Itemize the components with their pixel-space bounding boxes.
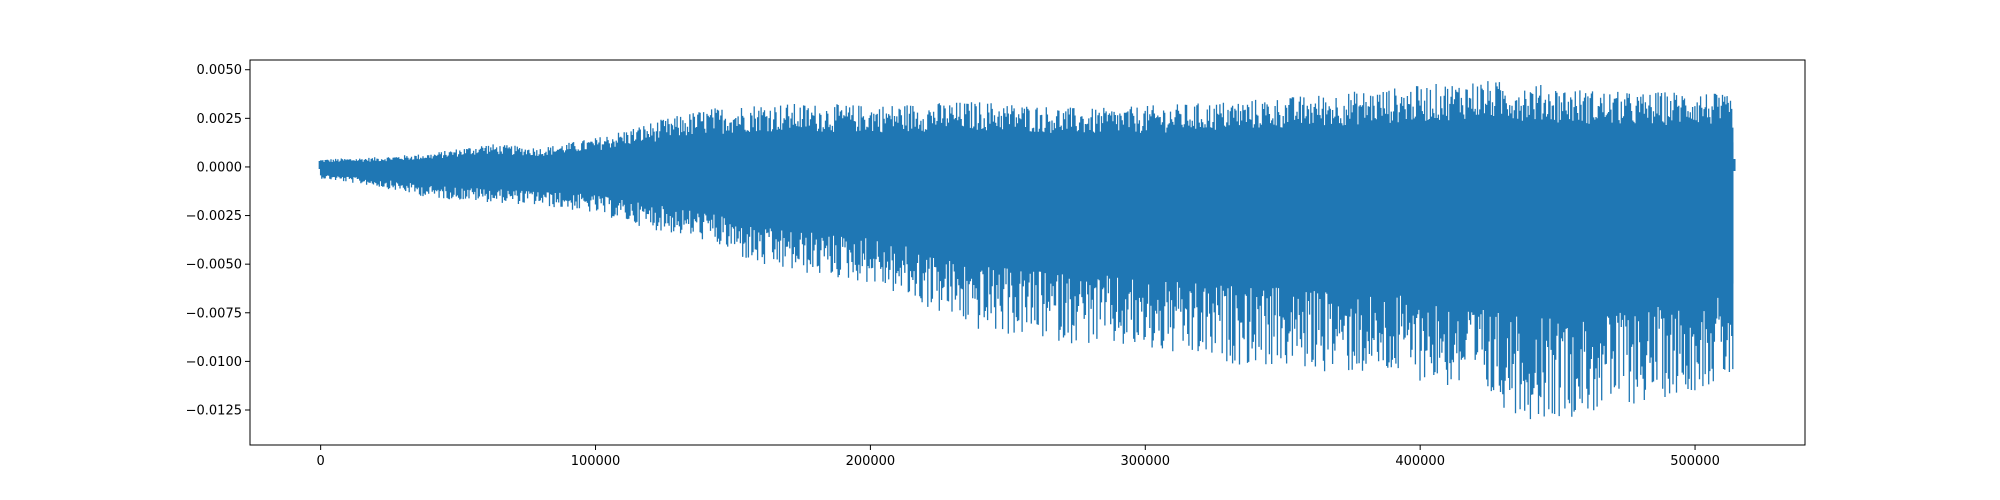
- x-tick-label: 100000: [571, 454, 621, 469]
- series-waveform-0: [318, 81, 1736, 420]
- y-tick-label: 0.0000: [197, 160, 243, 175]
- axes-frame: [249, 59, 1806, 446]
- waveform-start-cap: [318, 161, 323, 169]
- plot-area: [318, 81, 1736, 420]
- y-tick-label: −0.0050: [186, 258, 242, 273]
- x-tick-label: 300000: [1120, 454, 1170, 469]
- axes: 0 100000 200000 300000 400000 500000 0.0050 0.0…: [186, 59, 1806, 469]
- y-tick-label: 0.0025: [197, 112, 243, 127]
- y-tick-label: −0.0025: [186, 209, 242, 224]
- x-tick-label: 400000: [1395, 454, 1445, 469]
- y-tick-label: −0.0100: [186, 355, 242, 370]
- y-tick-label: −0.0125: [186, 404, 242, 419]
- x-tick-label: 0: [317, 454, 325, 469]
- y-tick-label: 0.0050: [197, 63, 243, 78]
- x-tick-label: 500000: [1670, 454, 1720, 469]
- y-tick-label: −0.0075: [186, 306, 242, 321]
- waveform-end-cap: [1731, 159, 1736, 171]
- x-tick-label: 200000: [846, 454, 896, 469]
